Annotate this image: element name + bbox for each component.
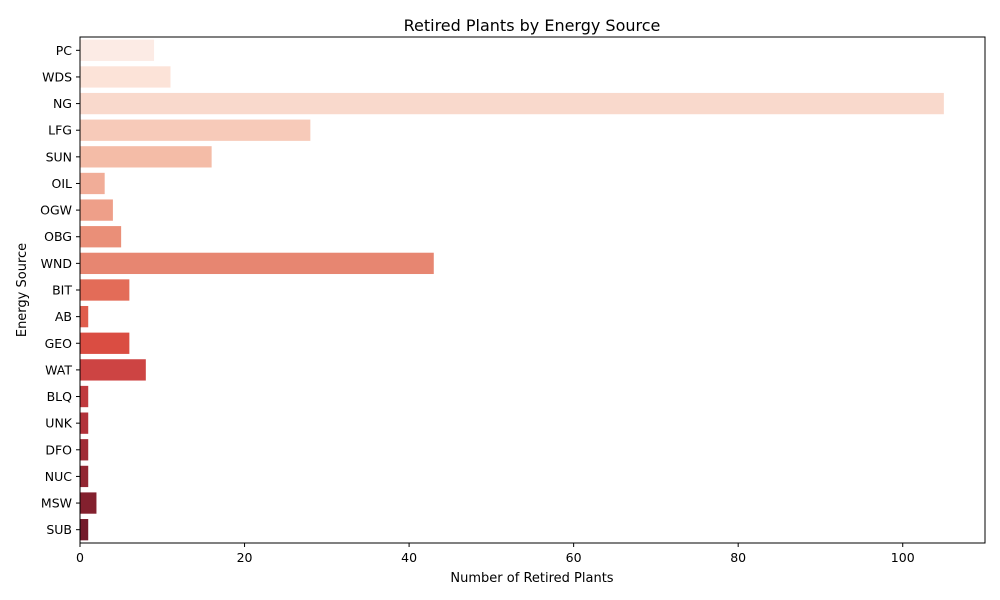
y-axis-ticks: PC WDS NG LFG SUN OIL OGW OBG WND BIT AB GEO WAT BLQ U… (40, 43, 80, 537)
bar-wds (80, 66, 171, 88)
bar-wnd (80, 252, 434, 275)
bar-wat (80, 359, 146, 381)
y-tick-label: DFO (45, 442, 72, 457)
y-tick-label: SUB (46, 522, 72, 537)
x-axis-ticks: 0 20 40 60 80 100 (76, 543, 915, 565)
y-tick-label: GEO (45, 336, 73, 351)
bar-msw (80, 492, 97, 514)
x-axis-label: Number of Retired Plants (450, 571, 613, 586)
bar-dfo (80, 439, 89, 461)
y-tick-label: MSW (41, 496, 72, 511)
y-tick-label: OBG (44, 229, 72, 244)
bar-geo (80, 332, 130, 354)
x-tick-label: 80 (730, 550, 746, 565)
bar-blq (80, 385, 89, 408)
bar-bit (80, 279, 130, 301)
y-tick-label: BIT (52, 283, 72, 298)
y-tick-label: AB (55, 309, 72, 324)
chart-title: Retired Plants by Energy Source (404, 16, 661, 35)
x-tick-label: 60 (566, 550, 582, 565)
plot-frame (79, 36, 986, 544)
bar-ng (80, 92, 944, 115)
x-tick-label: 0 (76, 550, 84, 565)
x-tick-label: 100 (891, 550, 915, 565)
bars-group (80, 39, 944, 541)
y-tick-label: NG (53, 96, 72, 111)
y-tick-label: SUN (46, 149, 72, 164)
y-tick-label: OGW (40, 203, 72, 218)
bar-obg (80, 226, 122, 248)
bar-unk (80, 412, 89, 434)
y-axis-label: Energy Source (15, 243, 30, 337)
bar-sun (80, 146, 212, 168)
bar-sub (80, 519, 89, 541)
y-tick-label: NUC (45, 469, 72, 484)
y-tick-label: WDS (42, 69, 72, 84)
bar-nuc (80, 465, 89, 488)
bar-ogw (80, 199, 113, 221)
bar-ab (80, 305, 89, 328)
x-tick-label: 20 (237, 550, 253, 565)
y-tick-label: OIL (52, 176, 73, 191)
y-tick-label: WAT (45, 362, 72, 377)
y-tick-label: PC (56, 43, 73, 58)
y-tick-label: BLQ (47, 389, 73, 404)
bar-oil (80, 172, 105, 195)
y-tick-label: UNK (45, 416, 72, 431)
y-tick-label: LFG (48, 123, 72, 138)
bar-lfg (80, 119, 311, 141)
bar-pc (80, 39, 155, 61)
y-tick-label: WND (41, 256, 72, 271)
x-tick-label: 40 (401, 550, 417, 565)
